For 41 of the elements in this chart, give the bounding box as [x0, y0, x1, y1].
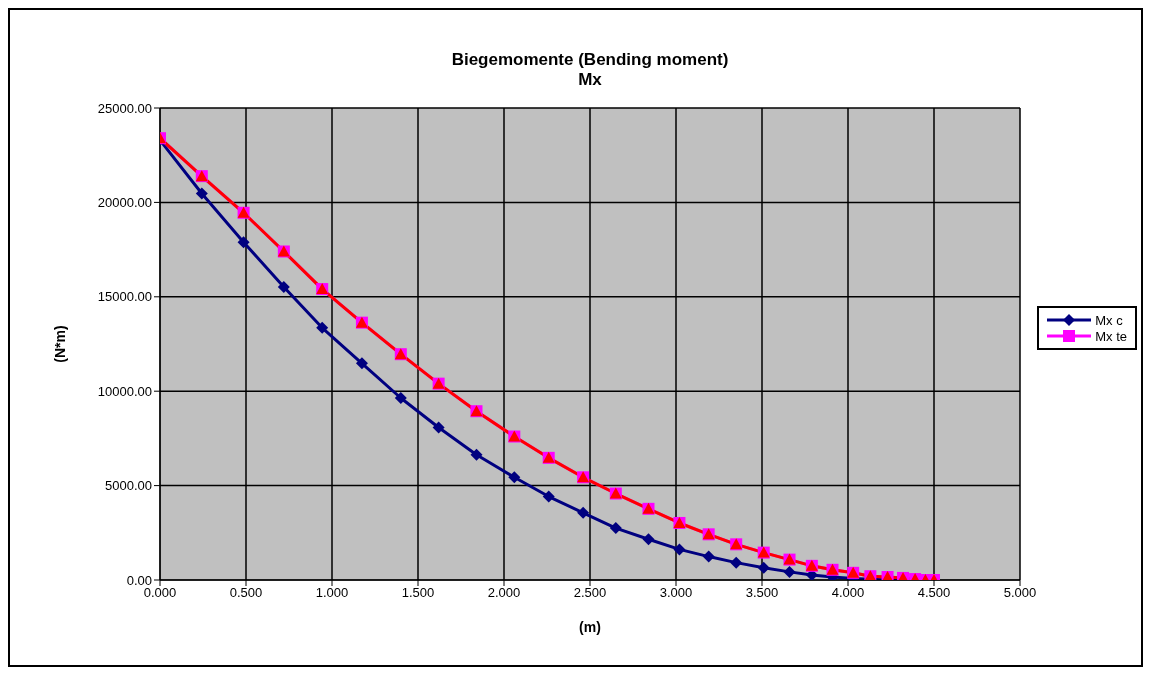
- point: [195, 187, 208, 200]
- x-tick-label: 0.500: [229, 585, 263, 601]
- chart-title: Biegemomente (Bending moment): [450, 50, 730, 70]
- y-axis-title: (N*m): [51, 325, 68, 363]
- y-tick-label: 10000.00: [97, 383, 152, 399]
- x-axis-title: (m): [579, 619, 601, 635]
- legend-label: Mx c: [1095, 312, 1123, 328]
- point: [702, 550, 715, 563]
- point: [432, 421, 445, 434]
- point: [277, 280, 290, 293]
- x-tick-label: 3.500: [745, 585, 779, 601]
- point: [730, 556, 743, 569]
- x-tick-label: 1.000: [315, 585, 349, 601]
- point: [394, 392, 407, 404]
- y-tick-label: 25000.00: [97, 100, 152, 116]
- y-tick-label: 5000.00: [105, 478, 152, 494]
- y-tick-label: 20000.00: [97, 195, 152, 211]
- point: [237, 236, 250, 249]
- point: [508, 471, 521, 484]
- point: [642, 533, 655, 546]
- x-tick-label: 3.000: [659, 585, 693, 601]
- x-tick-label: 2.000: [487, 585, 521, 601]
- point: [673, 543, 686, 556]
- y-tick-label: 0.00: [126, 572, 152, 588]
- x-tick-label: 4.000: [831, 585, 865, 601]
- x-tick-label: 5.000: [1003, 585, 1037, 601]
- point: [470, 448, 483, 461]
- point: [577, 506, 590, 519]
- chart-subtitle: Mx: [577, 70, 603, 90]
- point: [316, 321, 329, 334]
- point: [783, 565, 796, 578]
- point: [355, 357, 368, 370]
- legend-label: Mx te: [1095, 328, 1127, 344]
- x-tick-label: 1.500: [401, 585, 435, 601]
- point: [757, 561, 770, 574]
- point: [542, 490, 555, 503]
- x-tick-label: 4.500: [917, 585, 951, 601]
- y-tick-label: 15000.00: [97, 289, 152, 305]
- x-tick-label: 0.000: [143, 585, 177, 601]
- x-tick-label: 2.500: [573, 585, 607, 601]
- point: [609, 522, 622, 535]
